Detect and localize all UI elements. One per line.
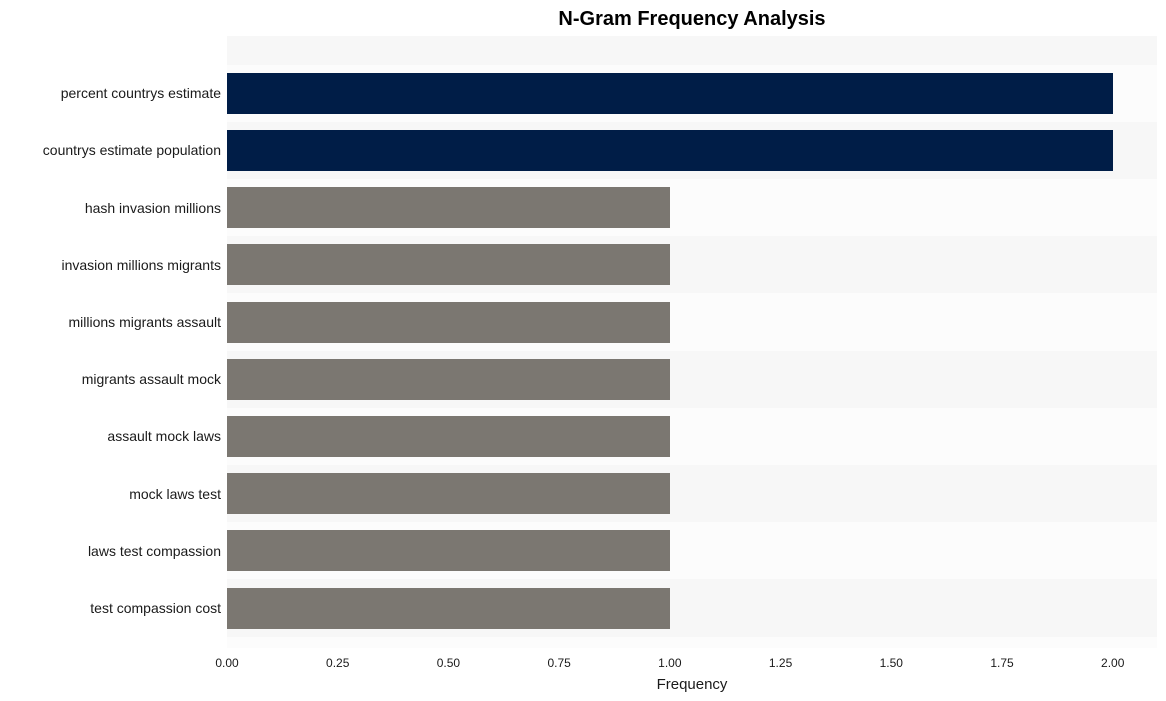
x-axis-tick-label: 0.75 bbox=[547, 656, 570, 670]
bar-row bbox=[227, 473, 1157, 514]
x-axis-tick-label: 1.75 bbox=[990, 656, 1013, 670]
x-axis-tick-label: 0.25 bbox=[326, 656, 349, 670]
bar bbox=[227, 302, 670, 343]
bar-row bbox=[227, 302, 1157, 343]
y-axis-label: test compassion cost bbox=[90, 600, 221, 616]
ngram-chart: N-Gram Frequency Analysis percent countr… bbox=[0, 0, 1166, 701]
x-axis-tick-label: 2.00 bbox=[1101, 656, 1124, 670]
plot-area bbox=[227, 36, 1157, 648]
y-axis-label: millions migrants assault bbox=[69, 314, 222, 330]
y-axis-label: laws test compassion bbox=[88, 543, 221, 559]
y-axis-label: countrys estimate population bbox=[43, 142, 221, 158]
y-axis-label: mock laws test bbox=[129, 486, 221, 502]
bar-row bbox=[227, 73, 1157, 114]
bar bbox=[227, 588, 670, 629]
bar-row bbox=[227, 187, 1157, 228]
bar bbox=[227, 244, 670, 285]
bar bbox=[227, 130, 1113, 171]
x-axis-tick-label: 0.00 bbox=[215, 656, 238, 670]
panel-row-band bbox=[227, 36, 1157, 65]
bar-row bbox=[227, 359, 1157, 400]
x-axis-tick-label: 0.50 bbox=[437, 656, 460, 670]
panel-row-band bbox=[227, 637, 1157, 648]
y-axis-label: assault mock laws bbox=[107, 428, 221, 444]
bar-row bbox=[227, 588, 1157, 629]
bar bbox=[227, 530, 670, 571]
y-axis-label: hash invasion millions bbox=[85, 200, 221, 216]
y-axis-label: invasion millions migrants bbox=[61, 257, 221, 273]
bar-row bbox=[227, 416, 1157, 457]
x-axis-title: Frequency bbox=[227, 676, 1157, 693]
x-axis-tick-label: 1.25 bbox=[769, 656, 792, 670]
y-axis-label: migrants assault mock bbox=[82, 371, 221, 387]
y-axis-label: percent countrys estimate bbox=[61, 85, 221, 101]
bar-row bbox=[227, 244, 1157, 285]
bar bbox=[227, 416, 670, 457]
chart-title: N-Gram Frequency Analysis bbox=[227, 8, 1157, 31]
x-axis-tick-label: 1.00 bbox=[658, 656, 681, 670]
bar bbox=[227, 187, 670, 228]
x-axis-tick-label: 1.50 bbox=[880, 656, 903, 670]
bar bbox=[227, 73, 1113, 114]
bar bbox=[227, 473, 670, 514]
bar-row bbox=[227, 130, 1157, 171]
bar bbox=[227, 359, 670, 400]
bar-row bbox=[227, 530, 1157, 571]
